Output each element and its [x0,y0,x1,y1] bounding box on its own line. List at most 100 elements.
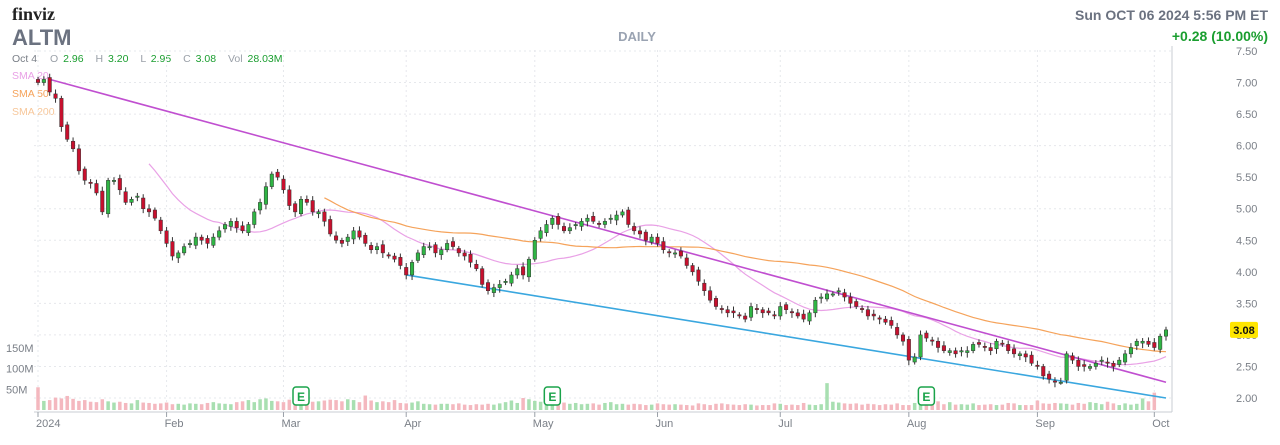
price-tick-label: 6.50 [1236,109,1257,121]
earnings-marker-box [292,386,310,406]
brand-logo[interactable]: finviz [12,4,55,24]
volume-bars [36,383,1157,410]
candle-body [398,257,403,266]
candle-body [521,266,526,276]
volume-bar [141,402,145,410]
candle-body [456,248,461,254]
candle-body [509,274,514,284]
volume-bar [579,404,584,410]
candle-body [585,217,590,222]
volume-bar [1123,403,1127,410]
volume-bar [673,404,677,410]
volume-bar [410,402,414,410]
candle-body [620,211,625,216]
ohlc-volume: 28.03M [247,53,282,65]
price-tick-label: 6.00 [1236,141,1257,153]
ohlc-readout: Oct 4 O 2.96 H 3.20 L 2.95 C 3.08 Vol 28… [12,53,283,65]
candle-body [573,224,578,227]
ohlc-high-label: H [95,53,103,65]
candle-body [53,93,58,99]
sma50-line [324,197,1167,353]
volume-bar [1018,405,1022,410]
date-tick-label: Aug [907,418,927,430]
volume-bar [234,402,239,410]
candle-body [684,257,689,266]
candle-body [363,234,368,244]
candle-body [351,230,356,240]
date-axis: 2024 Feb Mar Apr May Jun Jul Aug Sep Oct [36,412,1169,430]
volume-bar [112,402,116,410]
candle-body [293,203,298,213]
candle-body [462,252,467,257]
price-tick-label: 4.50 [1236,235,1257,247]
candle-body [404,267,409,276]
candle-body [211,236,216,246]
ohlc-close: 3.08 [196,53,217,65]
price-tick-label: 4.00 [1236,267,1257,279]
volume-bar [959,404,964,410]
candle-body [117,178,122,191]
candle-body [959,350,964,353]
volume-bar [842,403,847,410]
candle-body [772,314,777,317]
volume-bar [813,405,818,410]
volume-bar [936,401,940,410]
upper-trendline [49,78,1167,383]
price-tick-label: 5.00 [1236,204,1257,216]
candle-body [269,173,274,187]
earnings-marker-box [917,386,936,406]
candle-body [655,236,660,244]
candle-body [965,350,970,353]
candle-body [240,225,245,232]
volume-bar [246,400,251,410]
volume-bar [135,400,140,410]
volume-bar [42,400,46,410]
candle-body [503,281,508,283]
candle-body [971,344,976,351]
candle-body [59,98,64,127]
ohlc-date: Oct 4 [12,53,37,65]
candle-body [778,306,783,317]
candle-body [813,299,818,314]
volume-bar [737,405,742,410]
volume-bar [123,402,128,410]
volume-bar [398,402,403,410]
volume-bar [655,403,660,410]
candle-body [1023,353,1028,358]
candle-body [538,230,543,239]
volume-bar [1064,403,1069,410]
volume-bar [1053,402,1057,410]
volume-bar [264,398,268,410]
volume-bar [848,403,853,410]
candle-body [275,171,280,178]
candle-body [1152,342,1157,348]
volume-bar [497,403,502,410]
volume-bar [287,399,292,410]
candle-body [217,230,222,238]
candle-body [100,190,105,213]
volume-bar [462,404,467,410]
volume-bar [772,403,777,410]
volume-bar [240,401,245,410]
candle-body [918,334,923,358]
candle-body [252,211,257,225]
candle-body [789,311,794,314]
volume-bar [468,405,473,410]
candle-body [1052,380,1057,383]
candle-body [65,124,70,140]
candle-body [1123,353,1128,363]
candle-body [602,221,607,225]
volume-bar [644,405,648,410]
earnings-marker-label: E [548,390,556,404]
ohlc-volume-label: Vol [228,53,243,65]
volume-bar [65,395,69,410]
price-tick-label: 2.00 [1236,393,1257,405]
price-tick-label: 3.50 [1236,298,1257,310]
candle-body [608,217,613,220]
candle-body [731,310,736,314]
volume-bar [386,402,391,410]
candle-body [281,178,286,191]
volume-bar [211,402,216,410]
